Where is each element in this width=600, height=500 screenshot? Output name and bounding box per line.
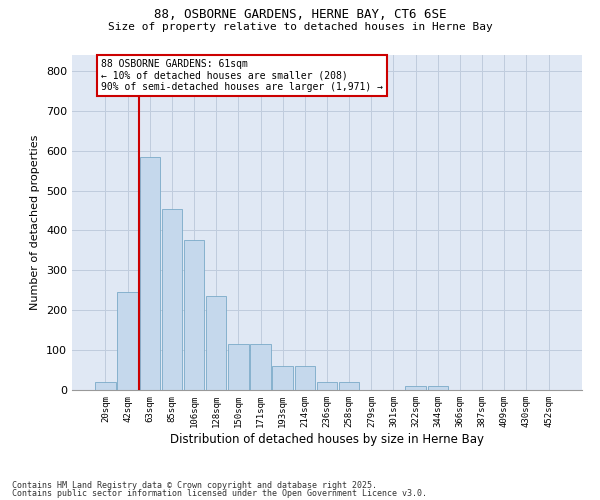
Bar [272, 366, 293, 390]
Y-axis label: Number of detached properties: Number of detached properties [31, 135, 40, 310]
Bar [184, 240, 204, 390]
Bar [295, 366, 315, 390]
Bar [161, 208, 182, 390]
Bar [228, 344, 248, 390]
Bar [95, 382, 116, 390]
Bar [118, 292, 138, 390]
Bar [140, 156, 160, 390]
Text: Contains HM Land Registry data © Crown copyright and database right 2025.: Contains HM Land Registry data © Crown c… [12, 481, 377, 490]
Text: 88 OSBORNE GARDENS: 61sqm
← 10% of detached houses are smaller (208)
90% of semi: 88 OSBORNE GARDENS: 61sqm ← 10% of detac… [101, 59, 383, 92]
X-axis label: Distribution of detached houses by size in Herne Bay: Distribution of detached houses by size … [170, 432, 484, 446]
Bar [250, 344, 271, 390]
Text: Size of property relative to detached houses in Herne Bay: Size of property relative to detached ho… [107, 22, 493, 32]
Bar [339, 382, 359, 390]
Bar [406, 386, 426, 390]
Bar [317, 382, 337, 390]
Bar [206, 296, 226, 390]
Text: 88, OSBORNE GARDENS, HERNE BAY, CT6 6SE: 88, OSBORNE GARDENS, HERNE BAY, CT6 6SE [154, 8, 446, 20]
Text: Contains public sector information licensed under the Open Government Licence v3: Contains public sector information licen… [12, 488, 427, 498]
Bar [428, 386, 448, 390]
